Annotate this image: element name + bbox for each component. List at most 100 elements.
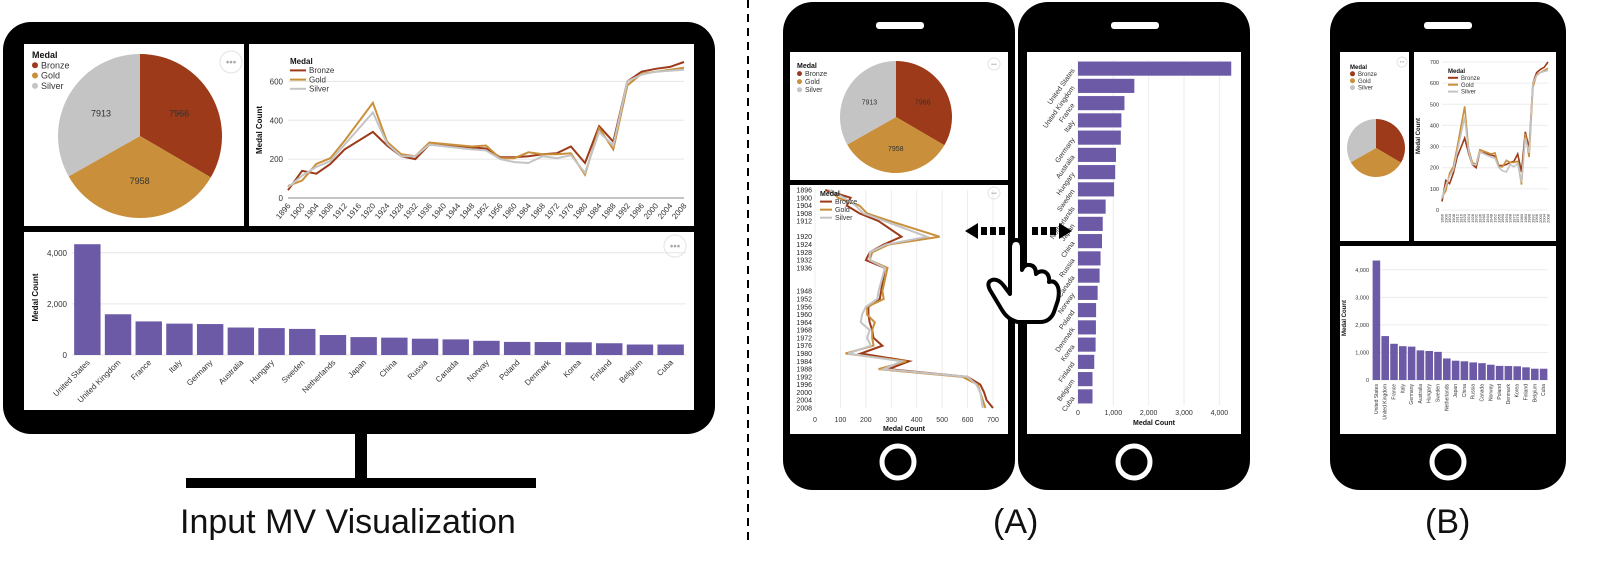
bar-france [1078, 96, 1125, 111]
bar-china [1460, 361, 1469, 380]
legend-item-silver: Silver [1461, 90, 1476, 96]
more-options-icon[interactable] [663, 234, 687, 258]
more-options-icon[interactable] [987, 186, 1001, 200]
legend-item-gold: Gold [1358, 79, 1371, 85]
bar-korea [565, 342, 592, 355]
home-button[interactable] [1115, 443, 1153, 481]
pie-label-gold: 7958 [888, 146, 904, 153]
bar-cuba [1078, 389, 1093, 404]
more-options-icon[interactable] [1396, 56, 1408, 68]
x-tick-label: 1944 [1485, 213, 1490, 223]
x-tick-label: 1956 [1496, 213, 1501, 223]
line-series-silver [1441, 69, 1549, 199]
x-tick-label: United States [1374, 384, 1380, 415]
x-tick-label: 1920 [1462, 213, 1467, 223]
bar-finland [1078, 354, 1095, 369]
y-tick-label: 1968 [796, 328, 812, 335]
legend-swatch [32, 62, 38, 69]
arrow-left-icon [965, 223, 1005, 239]
bar-germany [1407, 346, 1416, 380]
y-tick-label: 4,000 [47, 249, 68, 258]
hand-pointer-icon [986, 238, 1061, 324]
bar-denmark [534, 342, 562, 355]
x-tick-label: Russia [1471, 384, 1477, 400]
bar-russia [1078, 251, 1101, 266]
pie-label-gold: 7958 [130, 176, 150, 186]
bar-sweden [1434, 351, 1442, 380]
pie-slice-bronze [896, 61, 953, 146]
legend-title: Medal [1448, 69, 1465, 75]
pie-label-silver: 7913 [91, 108, 111, 118]
pie-slice-silver [1347, 118, 1376, 163]
y-tick-label: 100 [1430, 187, 1439, 193]
bar-norway [1078, 285, 1098, 300]
home-button[interactable] [1429, 443, 1467, 481]
x-tick-label: Denmark [1506, 384, 1512, 405]
legend-swatch [1350, 71, 1355, 77]
y-tick-label: 2008 [796, 406, 812, 413]
x-tick-label: 300 [885, 417, 897, 424]
bar-japan [350, 337, 377, 355]
more-options-icon[interactable] [987, 57, 1001, 71]
more-options-dots: ••• [1400, 60, 1405, 65]
y-axis-title: Medal Count [1416, 118, 1422, 154]
legend-item-bronze: Bronze [805, 71, 827, 78]
phone-a-line-chart: 0 100 200 300 400 500 600 700189619001904190819… [796, 186, 1001, 433]
y-tick-label: 0 [1366, 378, 1369, 384]
legend-title: Medal [820, 191, 840, 198]
x-tick-label: 1948 [1489, 213, 1494, 223]
x-tick-label: 1972 [1511, 213, 1516, 223]
y-tick-label: 1952 [796, 297, 812, 304]
bar-germany [1078, 130, 1121, 145]
more-options-icon[interactable] [219, 50, 243, 74]
y-tick-label: 700 [1430, 60, 1439, 66]
x-tick-label: Netherlands [1444, 384, 1450, 411]
phone-a-right [1018, 2, 1250, 490]
x-tick-label: 700 [987, 417, 999, 424]
y-tick-label: 1964 [796, 320, 812, 327]
legend-item-gold: Gold [309, 75, 326, 84]
y-tick-label: 1956 [796, 304, 812, 311]
bar-sweden [289, 328, 316, 355]
legend-title: Medal [1350, 65, 1367, 71]
bar-russia [411, 338, 439, 355]
y-tick-label: 1960 [796, 312, 812, 319]
panel-separator-h [1340, 241, 1556, 246]
legend-item-bronze: Bronze [835, 199, 857, 206]
legend-item-bronze: Bronze [309, 66, 335, 75]
swipe-gesture [965, 223, 1072, 324]
bar-norway [473, 340, 500, 355]
bar-korea [1513, 366, 1521, 380]
bar-australia [1078, 147, 1116, 162]
x-tick-label: 600 [962, 417, 974, 424]
x-axis-title: Medal Count [883, 426, 926, 433]
x-tick-label: 1932 [1474, 213, 1479, 223]
bar-korea [1078, 337, 1096, 352]
y-tick-label: 1924 [796, 242, 812, 249]
x-tick-label: 1984 [1523, 213, 1528, 223]
pie-slice-silver [58, 54, 140, 177]
x-tick-label: 3,000 [1175, 410, 1193, 417]
x-tick-label: 1964 [1504, 213, 1509, 223]
y-tick-label: 1928 [796, 250, 812, 257]
x-tick-label: 1900 [1443, 213, 1448, 223]
x-tick-label: 1896 [1440, 213, 1445, 223]
x-tick-label: 1908 [1451, 213, 1456, 223]
bar-italy [1399, 346, 1407, 380]
phone-b-bar-chart: 0 1,000 2,000 3,000 4,000 United States United… [1342, 260, 1548, 420]
x-tick-label: 4,000 [1211, 410, 1229, 417]
y-tick-label: 600 [1430, 81, 1439, 87]
y-tick-label: 1904 [796, 203, 812, 210]
bar-poland [1078, 303, 1097, 318]
bar-japan [1451, 360, 1460, 380]
x-tick-label: Hungary [1427, 384, 1433, 403]
y-tick-label: 2004 [796, 398, 812, 405]
bar-united-kingdom [104, 314, 132, 355]
home-button[interactable] [879, 443, 917, 481]
more-options-dots: ••• [991, 191, 997, 197]
legend-title: Medal [32, 50, 58, 60]
x-tick-label: 1996 [1534, 213, 1539, 223]
bar-china [381, 337, 408, 355]
x-tick-label: 2004 [1542, 213, 1547, 223]
